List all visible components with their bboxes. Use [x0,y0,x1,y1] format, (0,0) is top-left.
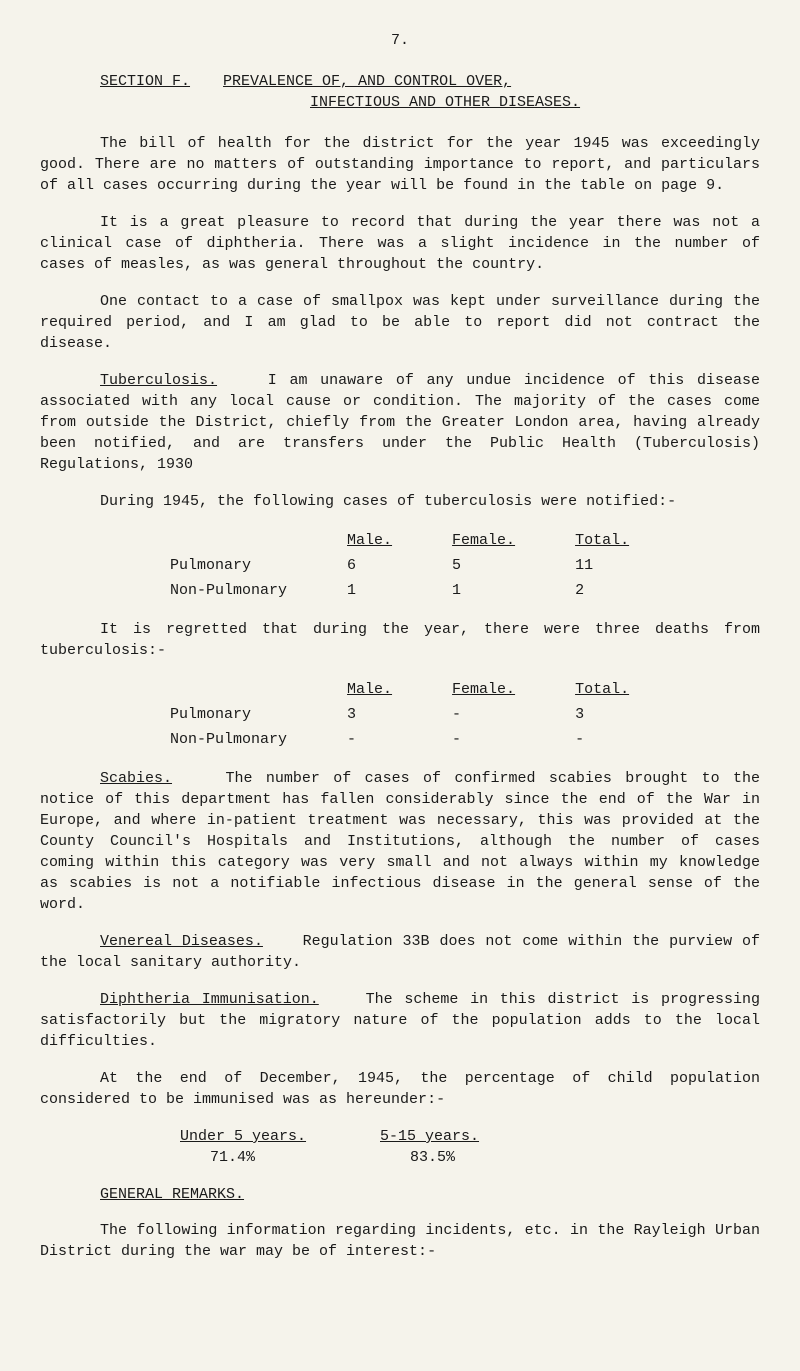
under5-value: 71.4% [180,1149,255,1166]
table-row: Non-Pulmonary 1 1 2 [140,578,659,603]
diphtheria-para: Diphtheria Immunisation. The scheme in t… [40,989,760,1052]
section-title-main: PREVALENCE OF, AND CONTROL OVER, [199,73,511,90]
under5-label: Under 5 years. [180,1128,306,1145]
tuberculosis-during: During 1945, the following cases of tube… [40,491,760,512]
cell-female: - [422,702,545,727]
tuberculosis-table-2: Male. Female. Total. Pulmonary 3 - 3 Non… [140,677,659,752]
venereal-para: Venereal Diseases. Regulation 33B does n… [40,931,760,973]
cell-total: 2 [545,578,659,603]
col-male: Male. [317,677,422,702]
table-header-row: Male. Female. Total. [140,677,659,702]
cell-total: - [545,727,659,752]
table-header-row: Male. Female. Total. [140,528,659,553]
scabies-title: Scabies. [100,770,172,787]
table-row: Non-Pulmonary - - - [140,727,659,752]
col-total: Total. [545,528,659,553]
table-row: Pulmonary 6 5 11 [140,553,659,578]
row-label: Pulmonary [140,553,317,578]
section-label: SECTION F. [100,73,190,90]
diphtheria-title: Diphtheria Immunisation. [100,991,319,1008]
tuberculosis-title: Tuberculosis. [100,372,217,389]
general-remarks-title: GENERAL REMARKS. [100,1184,760,1205]
scabies-text: The number of cases of confirmed scabies… [40,770,760,913]
section-title-sub: INFECTIOUS AND OTHER DISEASES. [100,92,760,113]
tuberculosis-para: Tuberculosis. I am unaware of any undue … [40,370,760,475]
col-total: Total. [545,677,659,702]
col-female: Female. [422,677,545,702]
para-intro-2: It is a great pleasure to record that du… [40,212,760,275]
cell-female: - [422,727,545,752]
tuberculosis-regret: It is regretted that during the year, th… [40,619,760,661]
row-label: Non-Pulmonary [140,727,317,752]
row-label: Non-Pulmonary [140,578,317,603]
col-male: Male. [317,528,422,553]
col-female: Female. [422,528,545,553]
cell-female: 5 [422,553,545,578]
cell-male: 6 [317,553,422,578]
over5-label: 5-15 years. [380,1128,479,1145]
diphtheria-end: At the end of December, 1945, the percen… [40,1068,760,1110]
row-label: Pulmonary [140,702,317,727]
immunisation-header-row: Under 5 years. 5-15 years. [180,1126,760,1147]
cell-total: 11 [545,553,659,578]
section-header: SECTION F. PREVALENCE OF, AND CONTROL OV… [40,71,760,113]
para-intro-1: The bill of health for the district for … [40,133,760,196]
general-remarks-text: The following information regarding inci… [40,1220,760,1262]
cell-male: - [317,727,422,752]
immunisation-value-row: 71.4% 83.5% [180,1147,760,1168]
cell-female: 1 [422,578,545,603]
venereal-title: Venereal Diseases. [100,933,263,950]
cell-total: 3 [545,702,659,727]
table-row: Pulmonary 3 - 3 [140,702,659,727]
cell-male: 1 [317,578,422,603]
page-number: 7. [40,30,760,51]
scabies-para: Scabies. The number of cases of confirme… [40,768,760,915]
cell-male: 3 [317,702,422,727]
para-intro-3: One contact to a case of smallpox was ke… [40,291,760,354]
over5-value: 83.5% [380,1149,455,1166]
tuberculosis-table-1: Male. Female. Total. Pulmonary 6 5 11 No… [140,528,659,603]
